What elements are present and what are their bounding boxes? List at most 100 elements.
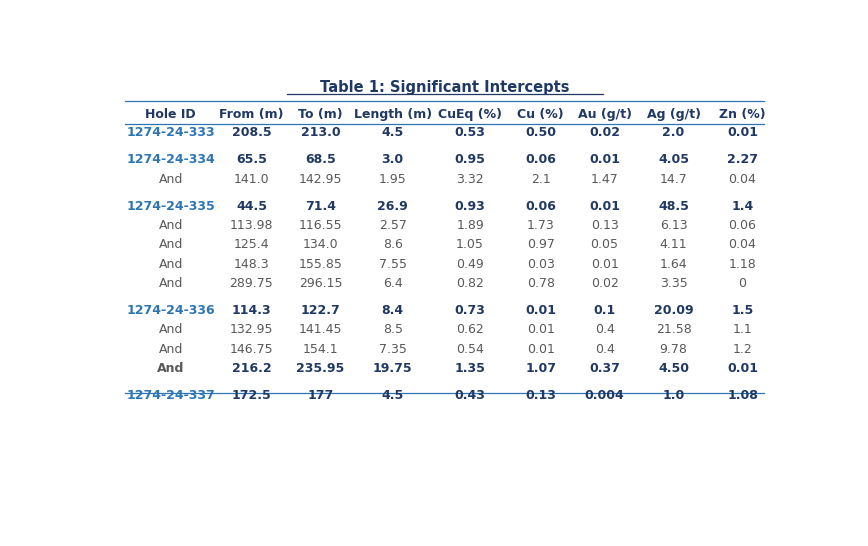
Text: 296.15: 296.15 — [299, 277, 342, 290]
Text: 0.43: 0.43 — [455, 389, 485, 402]
Text: 65.5: 65.5 — [236, 153, 266, 167]
Text: 1274-24-334: 1274-24-334 — [127, 153, 215, 167]
Text: 26.9: 26.9 — [378, 200, 408, 212]
Text: 142.95: 142.95 — [299, 173, 342, 186]
Text: 289.75: 289.75 — [229, 277, 273, 290]
Text: 0.49: 0.49 — [457, 258, 484, 271]
Text: 235.95: 235.95 — [296, 362, 345, 375]
Text: 0.01: 0.01 — [525, 304, 556, 317]
Text: 20.09: 20.09 — [654, 304, 694, 317]
Text: 0.03: 0.03 — [527, 258, 555, 271]
Text: 1.5: 1.5 — [732, 304, 753, 317]
Text: 71.4: 71.4 — [305, 200, 336, 212]
Text: 1.89: 1.89 — [457, 219, 484, 232]
Text: 116.55: 116.55 — [299, 219, 342, 232]
Text: 0.01: 0.01 — [527, 323, 555, 336]
Text: 1.08: 1.08 — [727, 389, 758, 402]
Text: 0.04: 0.04 — [728, 173, 756, 186]
Text: 21.58: 21.58 — [655, 323, 692, 336]
Text: 0.1: 0.1 — [594, 304, 615, 317]
Text: 0.02: 0.02 — [589, 127, 620, 139]
Text: 134.0: 134.0 — [303, 238, 339, 251]
Text: 172.5: 172.5 — [232, 389, 272, 402]
Text: 0.73: 0.73 — [455, 304, 485, 317]
Text: 1.05: 1.05 — [457, 238, 484, 251]
Text: 8.5: 8.5 — [383, 323, 403, 336]
Text: 8.6: 8.6 — [383, 238, 403, 251]
Text: 2.27: 2.27 — [727, 153, 758, 167]
Text: 0.54: 0.54 — [457, 342, 484, 355]
Text: 1.47: 1.47 — [591, 173, 619, 186]
Text: 4.11: 4.11 — [660, 238, 687, 251]
Text: 3.35: 3.35 — [660, 277, 687, 290]
Text: 1.2: 1.2 — [733, 342, 753, 355]
Text: 1274-24-336: 1274-24-336 — [127, 304, 215, 317]
Text: And: And — [159, 323, 183, 336]
Text: And: And — [159, 258, 183, 271]
Text: 1.0: 1.0 — [662, 389, 685, 402]
Text: 154.1: 154.1 — [303, 342, 339, 355]
Text: 14.7: 14.7 — [660, 173, 687, 186]
Text: To (m): To (m) — [298, 108, 343, 121]
Text: 7.35: 7.35 — [378, 342, 406, 355]
Text: 0: 0 — [739, 277, 746, 290]
Text: 2.1: 2.1 — [531, 173, 550, 186]
Text: 4.50: 4.50 — [658, 362, 689, 375]
Text: Au (g/t): Au (g/t) — [577, 108, 632, 121]
Text: 6.13: 6.13 — [660, 219, 687, 232]
Text: 125.4: 125.4 — [233, 238, 269, 251]
Text: 4.05: 4.05 — [658, 153, 689, 167]
Text: 213.0: 213.0 — [300, 127, 340, 139]
Text: And: And — [159, 219, 183, 232]
Text: 1274-24-335: 1274-24-335 — [127, 200, 215, 212]
Text: 44.5: 44.5 — [236, 200, 267, 212]
Text: Table 1: Significant Intercepts: Table 1: Significant Intercepts — [320, 80, 569, 95]
Text: And: And — [159, 238, 183, 251]
Text: 1.95: 1.95 — [378, 173, 406, 186]
Text: And: And — [159, 173, 183, 186]
Text: 7.55: 7.55 — [378, 258, 407, 271]
Text: 141.0: 141.0 — [233, 173, 269, 186]
Text: 1.1: 1.1 — [733, 323, 753, 336]
Text: 0.13: 0.13 — [525, 389, 556, 402]
Text: 0.06: 0.06 — [728, 219, 756, 232]
Text: 0.01: 0.01 — [527, 342, 555, 355]
Text: 0.06: 0.06 — [525, 200, 556, 212]
Text: And: And — [159, 342, 183, 355]
Text: 216.2: 216.2 — [232, 362, 272, 375]
Text: 148.3: 148.3 — [233, 258, 269, 271]
Text: 1.4: 1.4 — [732, 200, 753, 212]
Text: Ag (g/t): Ag (g/t) — [647, 108, 700, 121]
Text: Length (m): Length (m) — [353, 108, 431, 121]
Text: 3.32: 3.32 — [457, 173, 483, 186]
Text: 0.13: 0.13 — [591, 219, 619, 232]
Text: 0.97: 0.97 — [527, 238, 555, 251]
Text: 0.95: 0.95 — [455, 153, 485, 167]
Text: 1.07: 1.07 — [525, 362, 556, 375]
Text: 0.01: 0.01 — [591, 258, 619, 271]
Text: 4.5: 4.5 — [382, 127, 404, 139]
Text: 0.04: 0.04 — [728, 238, 756, 251]
Text: CuEq (%): CuEq (%) — [438, 108, 502, 121]
Text: 0.78: 0.78 — [527, 277, 555, 290]
Text: From (m): From (m) — [220, 108, 284, 121]
Text: 0.05: 0.05 — [590, 238, 619, 251]
Text: 177: 177 — [307, 389, 333, 402]
Text: 4.5: 4.5 — [382, 389, 404, 402]
Text: 2.57: 2.57 — [378, 219, 406, 232]
Text: 122.7: 122.7 — [300, 304, 340, 317]
Text: Cu (%): Cu (%) — [517, 108, 564, 121]
Text: 155.85: 155.85 — [299, 258, 342, 271]
Text: 68.5: 68.5 — [305, 153, 336, 167]
Text: 1274-24-333: 1274-24-333 — [127, 127, 215, 139]
Text: 0.02: 0.02 — [591, 277, 619, 290]
Text: 0.01: 0.01 — [727, 362, 758, 375]
Text: 0.01: 0.01 — [589, 200, 620, 212]
Text: 0.4: 0.4 — [595, 323, 615, 336]
Text: And: And — [157, 362, 184, 375]
Text: 19.75: 19.75 — [373, 362, 412, 375]
Text: 1.73: 1.73 — [527, 219, 555, 232]
Text: 1.64: 1.64 — [660, 258, 687, 271]
Text: 0.01: 0.01 — [727, 127, 758, 139]
Text: 1274-24-337: 1274-24-337 — [127, 389, 215, 402]
